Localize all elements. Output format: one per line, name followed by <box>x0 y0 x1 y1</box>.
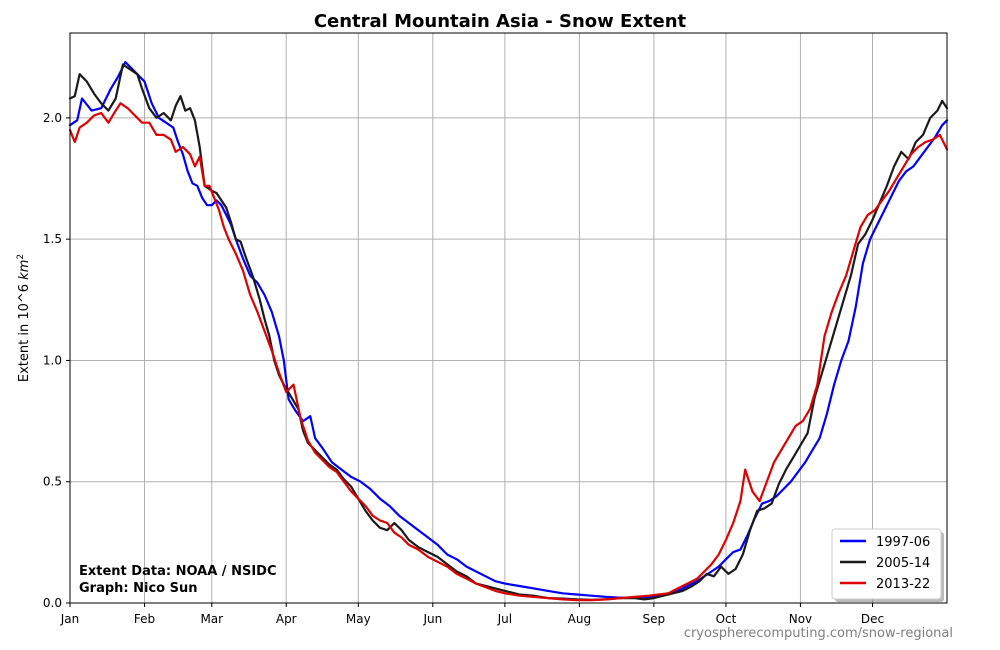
x-tick-label: Jul <box>497 612 512 626</box>
series-line-2005-14 <box>68 63 949 601</box>
source-credit: Extent Data: NOAA / NSIDC <box>79 564 276 579</box>
legend-entries: 1997-06 2005-14 2013-22 <box>840 535 930 592</box>
x-tick-label: Aug <box>568 612 591 626</box>
series-lines <box>68 60 949 602</box>
grid <box>69 33 947 604</box>
plot-frame <box>69 32 948 604</box>
x-tick-label: Apr <box>276 612 297 626</box>
y-tick-label: 0.5 <box>43 475 62 489</box>
y-tick-label: 2.0 <box>43 111 62 125</box>
legend-label: 2005-14 <box>876 556 930 571</box>
legend-label: 2013-22 <box>876 577 930 592</box>
chart-title: Central Mountain Asia - Snow Extent <box>314 11 687 32</box>
x-tick-label: Jun <box>422 612 442 626</box>
series-line-2013-22 <box>68 102 949 602</box>
x-tick-label: Mar <box>200 612 223 626</box>
x-tick-label: Dec <box>861 612 884 626</box>
watermark: cryospherecomputing.com/snow-regional <box>684 626 953 641</box>
y-tick-label: 0.0 <box>43 596 62 610</box>
x-tick-label: Oct <box>716 612 737 626</box>
y-axis-label-unit: km <box>17 260 32 280</box>
y-tick-label: 1.5 <box>43 232 62 246</box>
x-tick-label: Jan <box>60 612 80 626</box>
y-axis-label-base: Extent in 10^6 <box>17 280 32 382</box>
y-axis-label-exponent: 2 <box>16 254 26 260</box>
x-tick-label: Feb <box>134 612 155 626</box>
legend-box <box>831 528 942 600</box>
legend-label: 1997-06 <box>876 535 930 550</box>
author-credit: Graph: Nico Sun <box>79 581 198 596</box>
series-line-1997-06 <box>68 60 949 599</box>
y-axis-label: Extent in 10^6 km2 <box>16 254 32 382</box>
y-tick-label: 1.0 <box>43 353 62 367</box>
axis-ticks: Jan Feb Mar Apr May Jun Jul Aug Sep Oct Nov Dec 0.0 0… <box>43 111 884 626</box>
x-tick-label: Sep <box>643 612 666 626</box>
x-tick-label: Nov <box>789 612 812 626</box>
legend: 1997-06 2005-14 2013-22 <box>831 528 944 602</box>
x-tick-label: May <box>346 612 371 626</box>
